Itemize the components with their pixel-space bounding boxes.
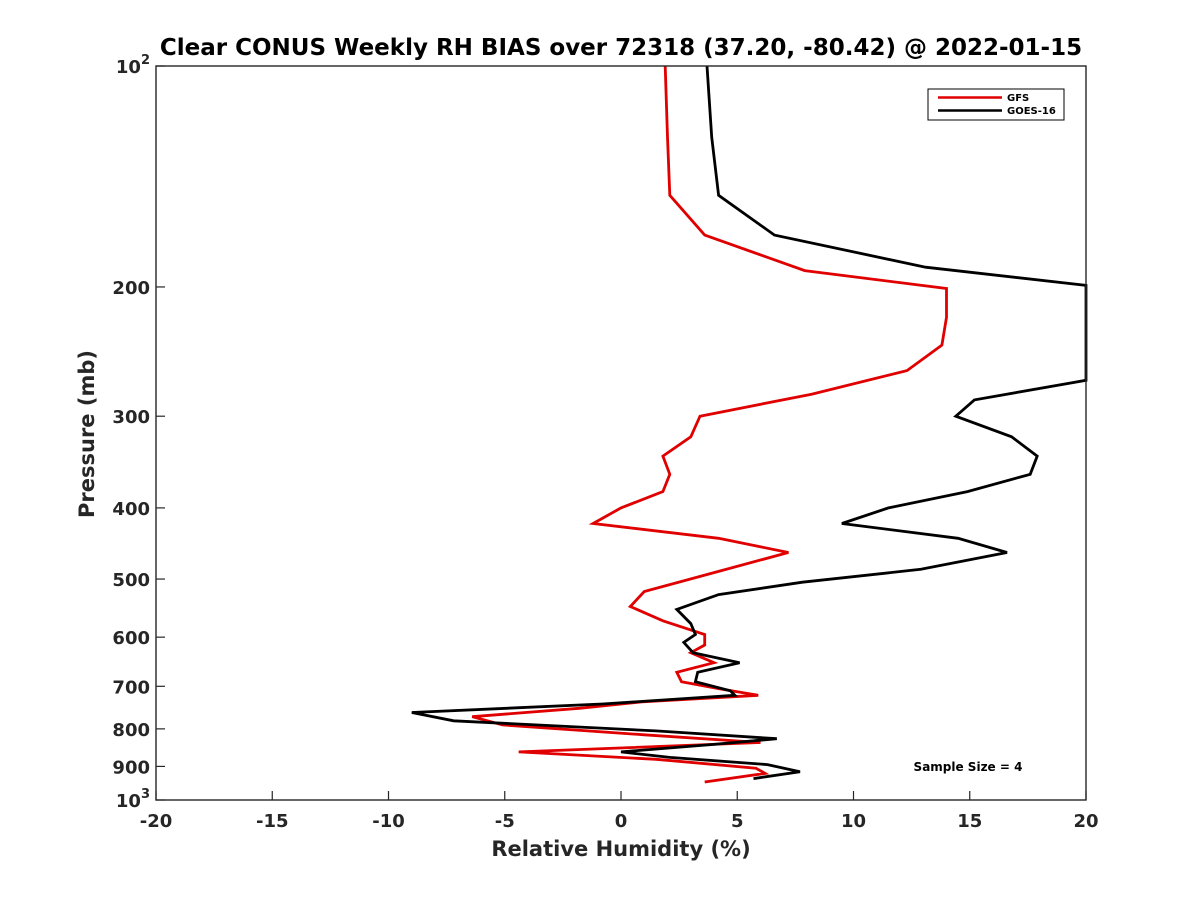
y-axis: 102 200 300 400 500 600 700 800 900 103	[112, 53, 165, 812]
x-tick-label: -20	[140, 811, 173, 832]
y-tick-label: 200	[112, 278, 150, 299]
axes-frame	[155, 65, 1087, 801]
x-tick-label: 0	[615, 811, 628, 832]
plot-lines	[411, 65, 1088, 784]
y-tick-label: 500	[112, 570, 150, 591]
legend: GFS GOES-16	[927, 88, 1065, 121]
legend-label-goes16: GOES-16	[1007, 106, 1056, 117]
series-line-gfs	[471, 65, 948, 784]
x-tick-label: 5	[731, 811, 744, 832]
x-axis: -20 -15 -10 -5 0 5 10 15 20	[140, 791, 1099, 832]
x-axis-label: Relative Humidity (%)	[491, 837, 750, 861]
y-tick-label: 900	[112, 757, 150, 778]
y-axis-label: Pressure (mb)	[75, 350, 99, 518]
x-tick-label: -5	[495, 811, 515, 832]
y-tick-label: 800	[112, 720, 150, 741]
x-tick-label: -10	[372, 811, 405, 832]
x-tick-label: 15	[957, 811, 982, 832]
legend-box	[927, 88, 1065, 121]
y-tick-label: 400	[112, 499, 150, 520]
x-tick-label: 10	[841, 811, 866, 832]
y-tick-label: 700	[112, 677, 150, 698]
y-tick-label: 300	[112, 407, 150, 428]
y-tick-label: 600	[112, 628, 150, 649]
series-line-goes16	[411, 65, 1088, 780]
y-tick-label: 103	[116, 787, 150, 812]
chart-title: Clear CONUS Weekly RH BIAS over 72318 (3…	[160, 35, 1082, 61]
sample-size-annotation: Sample Size = 4	[914, 760, 1023, 774]
y-tick-label: 102	[116, 53, 150, 78]
legend-label-gfs: GFS	[1007, 93, 1029, 104]
x-tick-label: -15	[256, 811, 289, 832]
x-tick-label: 20	[1073, 811, 1098, 832]
